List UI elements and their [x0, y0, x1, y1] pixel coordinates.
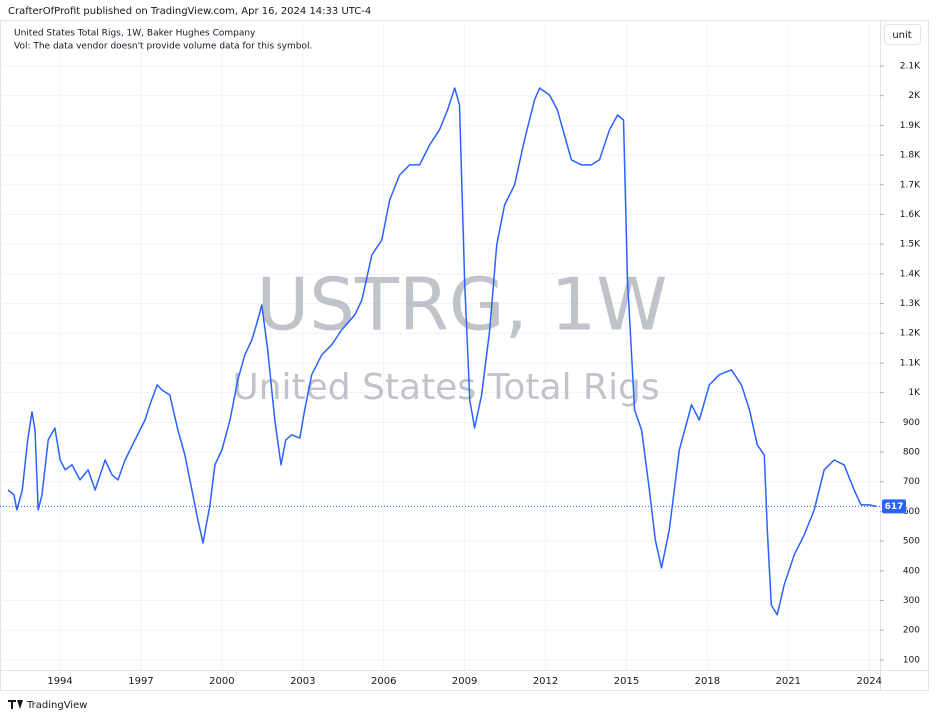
brand-logo — [8, 700, 23, 709]
x-tick-label: 2021 — [776, 676, 801, 687]
unit-button-label[interactable]: unit — [892, 30, 911, 41]
x-tick-label: 2018 — [695, 676, 720, 687]
price-line — [7, 87, 877, 616]
y-tick-label: 1.7K — [900, 180, 921, 190]
watermark-subtitle: United States Total Rigs — [232, 367, 659, 408]
legend-title: United States Total Rigs, 1W, Baker Hugh… — [14, 29, 256, 39]
last-price-label: 617 — [885, 502, 904, 512]
x-tick-label: 2015 — [614, 676, 639, 687]
y-tick-label: 200 — [903, 626, 920, 636]
x-tick-label: 2006 — [371, 676, 396, 687]
y-tick-label: 1.6K — [900, 210, 921, 220]
y-tick-label: 1.2K — [900, 329, 921, 339]
x-tick-label: 2012 — [533, 676, 558, 687]
x-tick-label: 2024 — [856, 676, 881, 687]
y-tick-label: 2K — [908, 91, 921, 101]
y-tick-label: 2.1K — [900, 61, 921, 71]
x-tick-label: 2009 — [452, 676, 477, 687]
y-tick-label: 500 — [903, 537, 920, 547]
y-tick-label: 800 — [903, 448, 920, 458]
y-tick-label: 400 — [903, 566, 920, 576]
y-tick-label: 1.1K — [900, 358, 921, 368]
y-tick-label: 300 — [903, 596, 920, 606]
y-tick-label: 1.5K — [900, 240, 921, 250]
x-tick-label: 1997 — [128, 676, 153, 687]
unit-button[interactable] — [884, 24, 921, 45]
y-tick-label: 1.9K — [900, 121, 921, 131]
last-price-badge — [882, 499, 906, 514]
grid — [0, 20, 880, 670]
y-tick-label: 100 — [903, 655, 920, 665]
y-tick-label: 700 — [903, 477, 920, 487]
y-tick-label: 1.3K — [900, 299, 921, 309]
x-tick-label: 1994 — [47, 676, 72, 687]
watermark: USTRG, 1W — [257, 263, 668, 347]
x-tick-label: 2000 — [209, 676, 234, 687]
publisher-line: CrafterOfProfit published on TradingView… — [8, 6, 371, 17]
brand-name: TradingView — [26, 700, 87, 711]
x-tick-label: 2003 — [290, 676, 315, 687]
y-tick-label: 1.4K — [900, 269, 921, 279]
volume-note: Vol: The data vendor doesn't provide vol… — [14, 42, 312, 52]
y-tick-label: 600 — [903, 507, 920, 517]
y-tick-label: 900 — [903, 418, 920, 428]
y-tick-label: 1K — [908, 388, 921, 398]
y-tick-label: 1.8K — [900, 151, 921, 161]
